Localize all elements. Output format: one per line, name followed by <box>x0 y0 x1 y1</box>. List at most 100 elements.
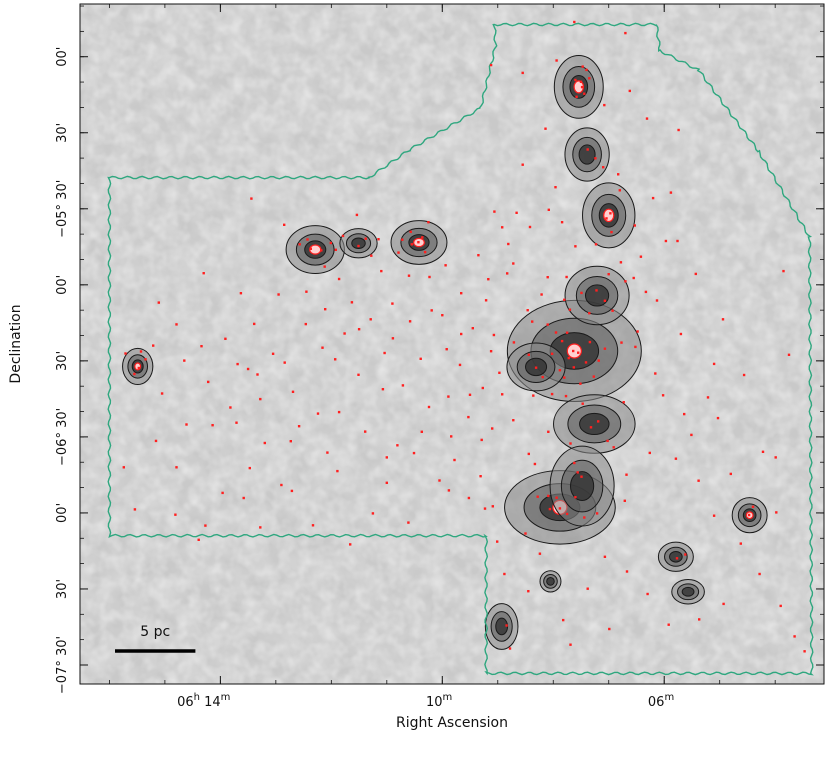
source-point <box>624 31 627 35</box>
source-point <box>555 59 558 62</box>
source-point <box>498 371 501 374</box>
y-tick-label: 00' <box>55 275 70 295</box>
source-point <box>259 526 262 529</box>
source-point <box>501 226 504 229</box>
source-point <box>583 516 586 519</box>
source-point <box>706 396 710 399</box>
source-point <box>612 446 615 449</box>
source-point <box>341 234 345 238</box>
source-point <box>633 224 636 227</box>
source-point <box>574 245 577 248</box>
source-point <box>492 333 496 337</box>
source-point <box>501 393 504 396</box>
source-point <box>690 433 693 437</box>
source-point <box>248 466 251 470</box>
source-point <box>594 157 597 160</box>
source-point <box>304 322 307 326</box>
source-point <box>408 320 412 323</box>
source-point <box>538 552 542 555</box>
source-point <box>739 542 742 545</box>
source-point <box>380 269 383 273</box>
source-point <box>323 265 326 268</box>
source-point <box>337 410 341 414</box>
source-point <box>583 92 586 95</box>
source-point <box>558 507 562 510</box>
clump <box>539 570 562 593</box>
scale-bar: 5 pc <box>115 624 196 653</box>
source-point <box>620 341 623 344</box>
source-point <box>336 469 339 473</box>
source-point <box>574 78 577 82</box>
source-point <box>479 475 482 478</box>
source-point <box>787 353 791 356</box>
source-point <box>507 242 510 246</box>
source-point <box>793 635 796 638</box>
source-point <box>683 412 686 416</box>
source-point <box>595 512 599 515</box>
source-point <box>676 239 679 243</box>
source-point <box>563 376 566 379</box>
source-point <box>493 210 496 213</box>
source-point <box>648 451 651 455</box>
source-point <box>471 327 474 330</box>
source-point <box>512 262 515 265</box>
source-point <box>563 298 566 301</box>
source-point <box>377 238 380 241</box>
source-point <box>385 481 388 484</box>
source-point <box>594 243 598 246</box>
clump <box>671 579 705 605</box>
source-point <box>774 456 777 459</box>
source-point <box>528 225 532 229</box>
source-point <box>467 496 471 500</box>
source-point <box>558 369 562 372</box>
source-point <box>242 496 245 500</box>
source-point <box>547 494 550 498</box>
source-point <box>427 405 431 409</box>
source-point <box>334 248 337 251</box>
source-point <box>412 451 416 455</box>
source-point <box>364 237 367 240</box>
source-point <box>661 394 665 397</box>
source-point <box>712 514 716 517</box>
source-point <box>607 273 610 276</box>
source-point <box>564 394 568 398</box>
source-point <box>277 293 280 296</box>
source-point <box>544 127 547 130</box>
source-point <box>636 330 639 333</box>
source-point <box>675 557 679 560</box>
source-point <box>401 384 405 387</box>
source-point <box>253 322 256 326</box>
source-point <box>291 390 295 393</box>
source-point <box>122 466 125 469</box>
clump-contour-inner <box>546 577 555 586</box>
source-point <box>618 189 621 192</box>
source-point <box>580 475 583 478</box>
source-point <box>334 358 337 361</box>
source-point <box>305 290 308 293</box>
source-point <box>235 421 238 424</box>
source-point <box>524 532 527 535</box>
source-point <box>306 238 309 241</box>
clump <box>285 225 345 275</box>
source-point <box>580 85 584 89</box>
source-point <box>533 462 537 466</box>
source-point <box>271 352 275 355</box>
source-point <box>200 345 203 348</box>
source-point <box>364 430 367 433</box>
clump-peak <box>573 80 585 94</box>
source-point <box>320 249 323 252</box>
source-point <box>250 197 253 200</box>
source-point <box>407 274 411 277</box>
source-point <box>573 20 576 24</box>
source-point <box>427 221 430 224</box>
source-point <box>560 221 564 224</box>
source-point <box>782 269 785 273</box>
source-point <box>185 423 188 426</box>
source-point <box>592 375 595 378</box>
y-tick-label: 30' <box>55 351 70 371</box>
source-point <box>438 479 441 482</box>
source-point <box>572 366 575 369</box>
source-point <box>654 372 657 375</box>
source-point <box>574 496 577 499</box>
y-tick-label: 00' <box>55 47 70 67</box>
